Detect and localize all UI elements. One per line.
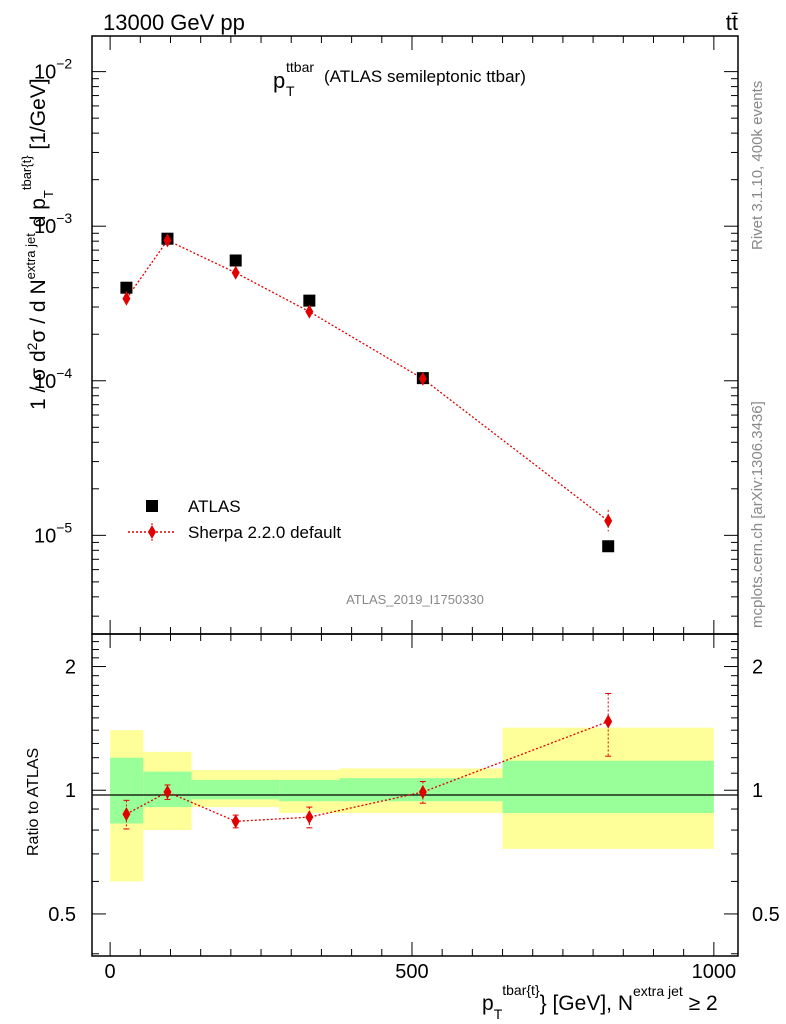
- ratio-y-tick-label-left: 1: [65, 780, 76, 802]
- plot-title: p: [273, 68, 285, 93]
- ratio-y-tick-labels: 0.5 0.5 1 1 2 2: [48, 657, 780, 926]
- legend-atlas-label: ATLAS: [188, 497, 241, 516]
- plot-title-sub: T: [286, 83, 295, 99]
- x-axis-label: pTtbar{t}} [GeV], Nextra jet ≥ 2: [482, 982, 718, 1022]
- ratio-ticks: [92, 633, 738, 956]
- x-tick-label: 500: [395, 961, 428, 983]
- main-points: [120, 232, 615, 553]
- ratio-frame: [91, 633, 739, 957]
- plot-title-sup: ttbar: [286, 59, 314, 75]
- ratio-y-tick-label-left: 0.5: [48, 904, 76, 926]
- ratio-data-point: [305, 810, 314, 825]
- sherpa-data-point: [305, 304, 314, 319]
- ratio-panel: 0.5 0.5 1 1 2 2 0 500 1000: [48, 633, 780, 983]
- legend-sherpa-marker: [148, 525, 156, 539]
- atlas-data-point: [602, 540, 615, 553]
- sherpa-data-point: [122, 291, 131, 306]
- ratio-y-tick-label-left: 2: [65, 657, 76, 679]
- ratio-y-axis-label: Ratio to ATLAS: [25, 748, 42, 856]
- side-label-bottom: mcplots.cern.ch [arXiv:1306.3436]: [749, 401, 766, 628]
- process-label: tt̄: [726, 10, 738, 35]
- ratio-y-tick-label-right: 2: [752, 657, 763, 679]
- x-tick-label: 0: [105, 961, 116, 983]
- ratio-y-tick-label-right: 1: [752, 780, 763, 802]
- ratio-sherpa-line-path: [126, 720, 609, 823]
- ratio-data-point: [122, 807, 131, 822]
- ratio-stat-band: [502, 760, 714, 814]
- y-label-text: 1 / σ d2σ / d Nextra jet d pTtbar{t} [1/…: [19, 78, 56, 410]
- legend-sherpa-label: Sherpa 2.2.0 default: [188, 523, 341, 542]
- main-y-axis-label: 1 / σ d2σ / d Nextra jet d pTtbar{t} [1/…: [19, 78, 56, 410]
- energy-label: 13000 GeV pp: [103, 10, 245, 35]
- x-tick-labels: 0 500 1000: [105, 961, 737, 983]
- main-y-tick-label: 10−5: [34, 519, 72, 547]
- ratio-sherpa-line: [126, 720, 609, 823]
- side-label-top: Rivet 3.1.10, 400k events: [749, 81, 766, 250]
- ratio-y-tick-label-right: 0.5: [752, 904, 780, 926]
- atlas-data-point: [229, 254, 242, 267]
- sherpa-data-point: [231, 265, 240, 280]
- plot-title-p: p: [273, 68, 285, 93]
- atlas-data-point: [303, 294, 316, 307]
- ratio-data-point: [163, 785, 172, 800]
- sherpa-line-path: [125, 239, 609, 522]
- main-ticks: [92, 36, 738, 634]
- sherpa-line: [125, 239, 609, 522]
- sherpa-data-point: [604, 513, 613, 528]
- main-frame: [91, 35, 739, 635]
- legend: ATLAS Sherpa 2.2.0 default: [128, 497, 341, 542]
- main-panel: 10−510−410−310−2 p T ttbar (ATLAS semile…: [34, 35, 739, 635]
- analysis-id: ATLAS_2019_I1750330: [346, 592, 484, 607]
- ratio-bands: [110, 727, 714, 882]
- ratio-data-point: [418, 785, 427, 800]
- sherpa-data-point: [163, 233, 172, 248]
- plot-title-rest: (ATLAS semileptonic ttbar): [324, 67, 526, 86]
- legend-atlas-marker: [146, 500, 158, 512]
- ratio-stat-band: [279, 779, 340, 802]
- atlas-data-point: [120, 281, 133, 294]
- sherpa-data-point: [418, 371, 427, 386]
- main-y-tick-label: 10−2: [34, 56, 72, 84]
- ratio-data-point: [231, 814, 240, 829]
- ratio-points: [122, 692, 613, 830]
- ratio-data-point: [604, 714, 613, 729]
- ratio-stat-band: [191, 779, 280, 800]
- x-tick-label: 1000: [692, 961, 737, 983]
